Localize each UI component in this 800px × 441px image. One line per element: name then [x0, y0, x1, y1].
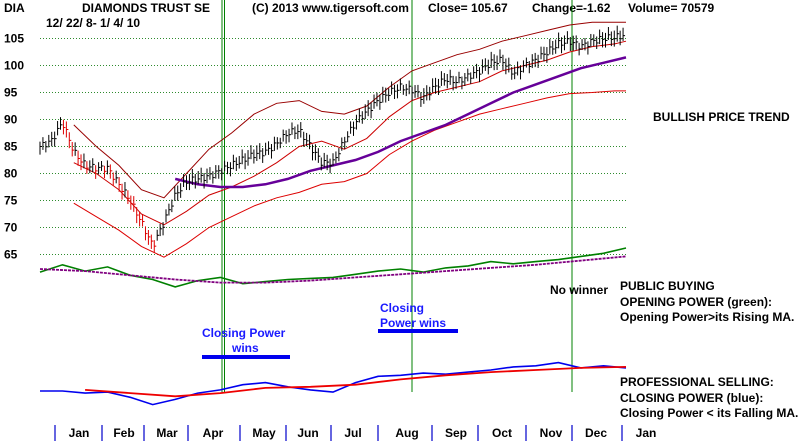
series-opening-power-ma [39, 255, 627, 284]
month-label-9: Sep [445, 426, 467, 440]
y-tick-90: 90 [4, 113, 18, 127]
series-21-day-ma [73, 40, 627, 226]
closing-power-wins-2-line2: Power wins [380, 316, 446, 330]
copyright-label: (C) 2013 www.tigersoft.com [252, 1, 409, 15]
public-buying-label: PUBLIC BUYING [620, 279, 715, 293]
opening-power-desc: Opening Power>its Rising MA. [620, 310, 794, 324]
professional-selling-label: PROFESSIONAL SELLING: [620, 375, 774, 389]
series-closing-power-ma [85, 366, 627, 398]
closing-power-wins-1-line1: Closing Power [202, 326, 286, 340]
closing-power-wins-marker-2 [378, 329, 458, 333]
opening-power-label: OPENING POWER (green): [620, 295, 772, 309]
series-65-day-ma [174, 56, 627, 189]
no-winner-label: No winner [550, 283, 608, 297]
y-tick-75: 75 [4, 194, 18, 208]
month-label-13: Jan [636, 426, 657, 440]
y-tick-80: 80 [4, 167, 18, 181]
y-tick-95: 95 [4, 86, 18, 100]
closing-power-wins-marker-1 [202, 355, 290, 359]
signal-vertical-lines [221, 0, 573, 392]
month-label-4: Apr [203, 426, 224, 440]
y-tick-65: 65 [4, 248, 18, 262]
closing-power-desc: Closing Power < its Falling MA. [620, 406, 798, 420]
month-label-8: Aug [395, 426, 418, 440]
x-axis-month-labels: Jan Feb Mar Apr May Jun Jul Aug Sep Oct Nov Dec Jan [54, 425, 657, 441]
month-label-1: Jan [69, 426, 90, 440]
month-label-11: Nov [540, 426, 563, 440]
y-tick-70: 70 [4, 221, 18, 235]
series-lower-band [73, 90, 626, 258]
y-tick-100: 100 [4, 59, 24, 73]
month-label-10: Oct [492, 426, 512, 440]
y-axis-tick-labels: 105 100 95 90 85 80 75 70 65 [4, 32, 24, 262]
month-label-3: Mar [156, 426, 178, 440]
series-lines [39, 21, 627, 406]
month-label-12: Dec [585, 426, 607, 440]
symbol-label: DIA [4, 1, 25, 15]
volume-label: Volume= 70579 [628, 1, 714, 15]
series-upper-band [73, 21, 626, 199]
month-label-6: Jun [297, 426, 318, 440]
closing-power-wins-1-line2: wins [231, 341, 259, 355]
close-label: Close= 105.67 [428, 1, 508, 15]
y-tick-105: 105 [4, 32, 24, 46]
y-tick-85: 85 [4, 140, 18, 154]
change-label: Change=-1.62 [532, 1, 611, 15]
month-label-5: May [252, 426, 276, 440]
series-closing-power-blue [40, 361, 627, 406]
closing-power-wins-2-line1: Closing [380, 301, 424, 315]
bullish-trend-label: BULLISH PRICE TREND [653, 110, 790, 124]
date-range-label: 12/ 22/ 8- 1/ 4/ 10 [46, 16, 140, 30]
closing-power-label: CLOSING POWER (blue): [620, 391, 763, 405]
price-bars [39, 25, 626, 253]
chart-title: DIAMONDS TRUST SE [82, 1, 210, 15]
month-label-7: Jul [344, 426, 361, 440]
month-label-2: Feb [113, 426, 134, 440]
